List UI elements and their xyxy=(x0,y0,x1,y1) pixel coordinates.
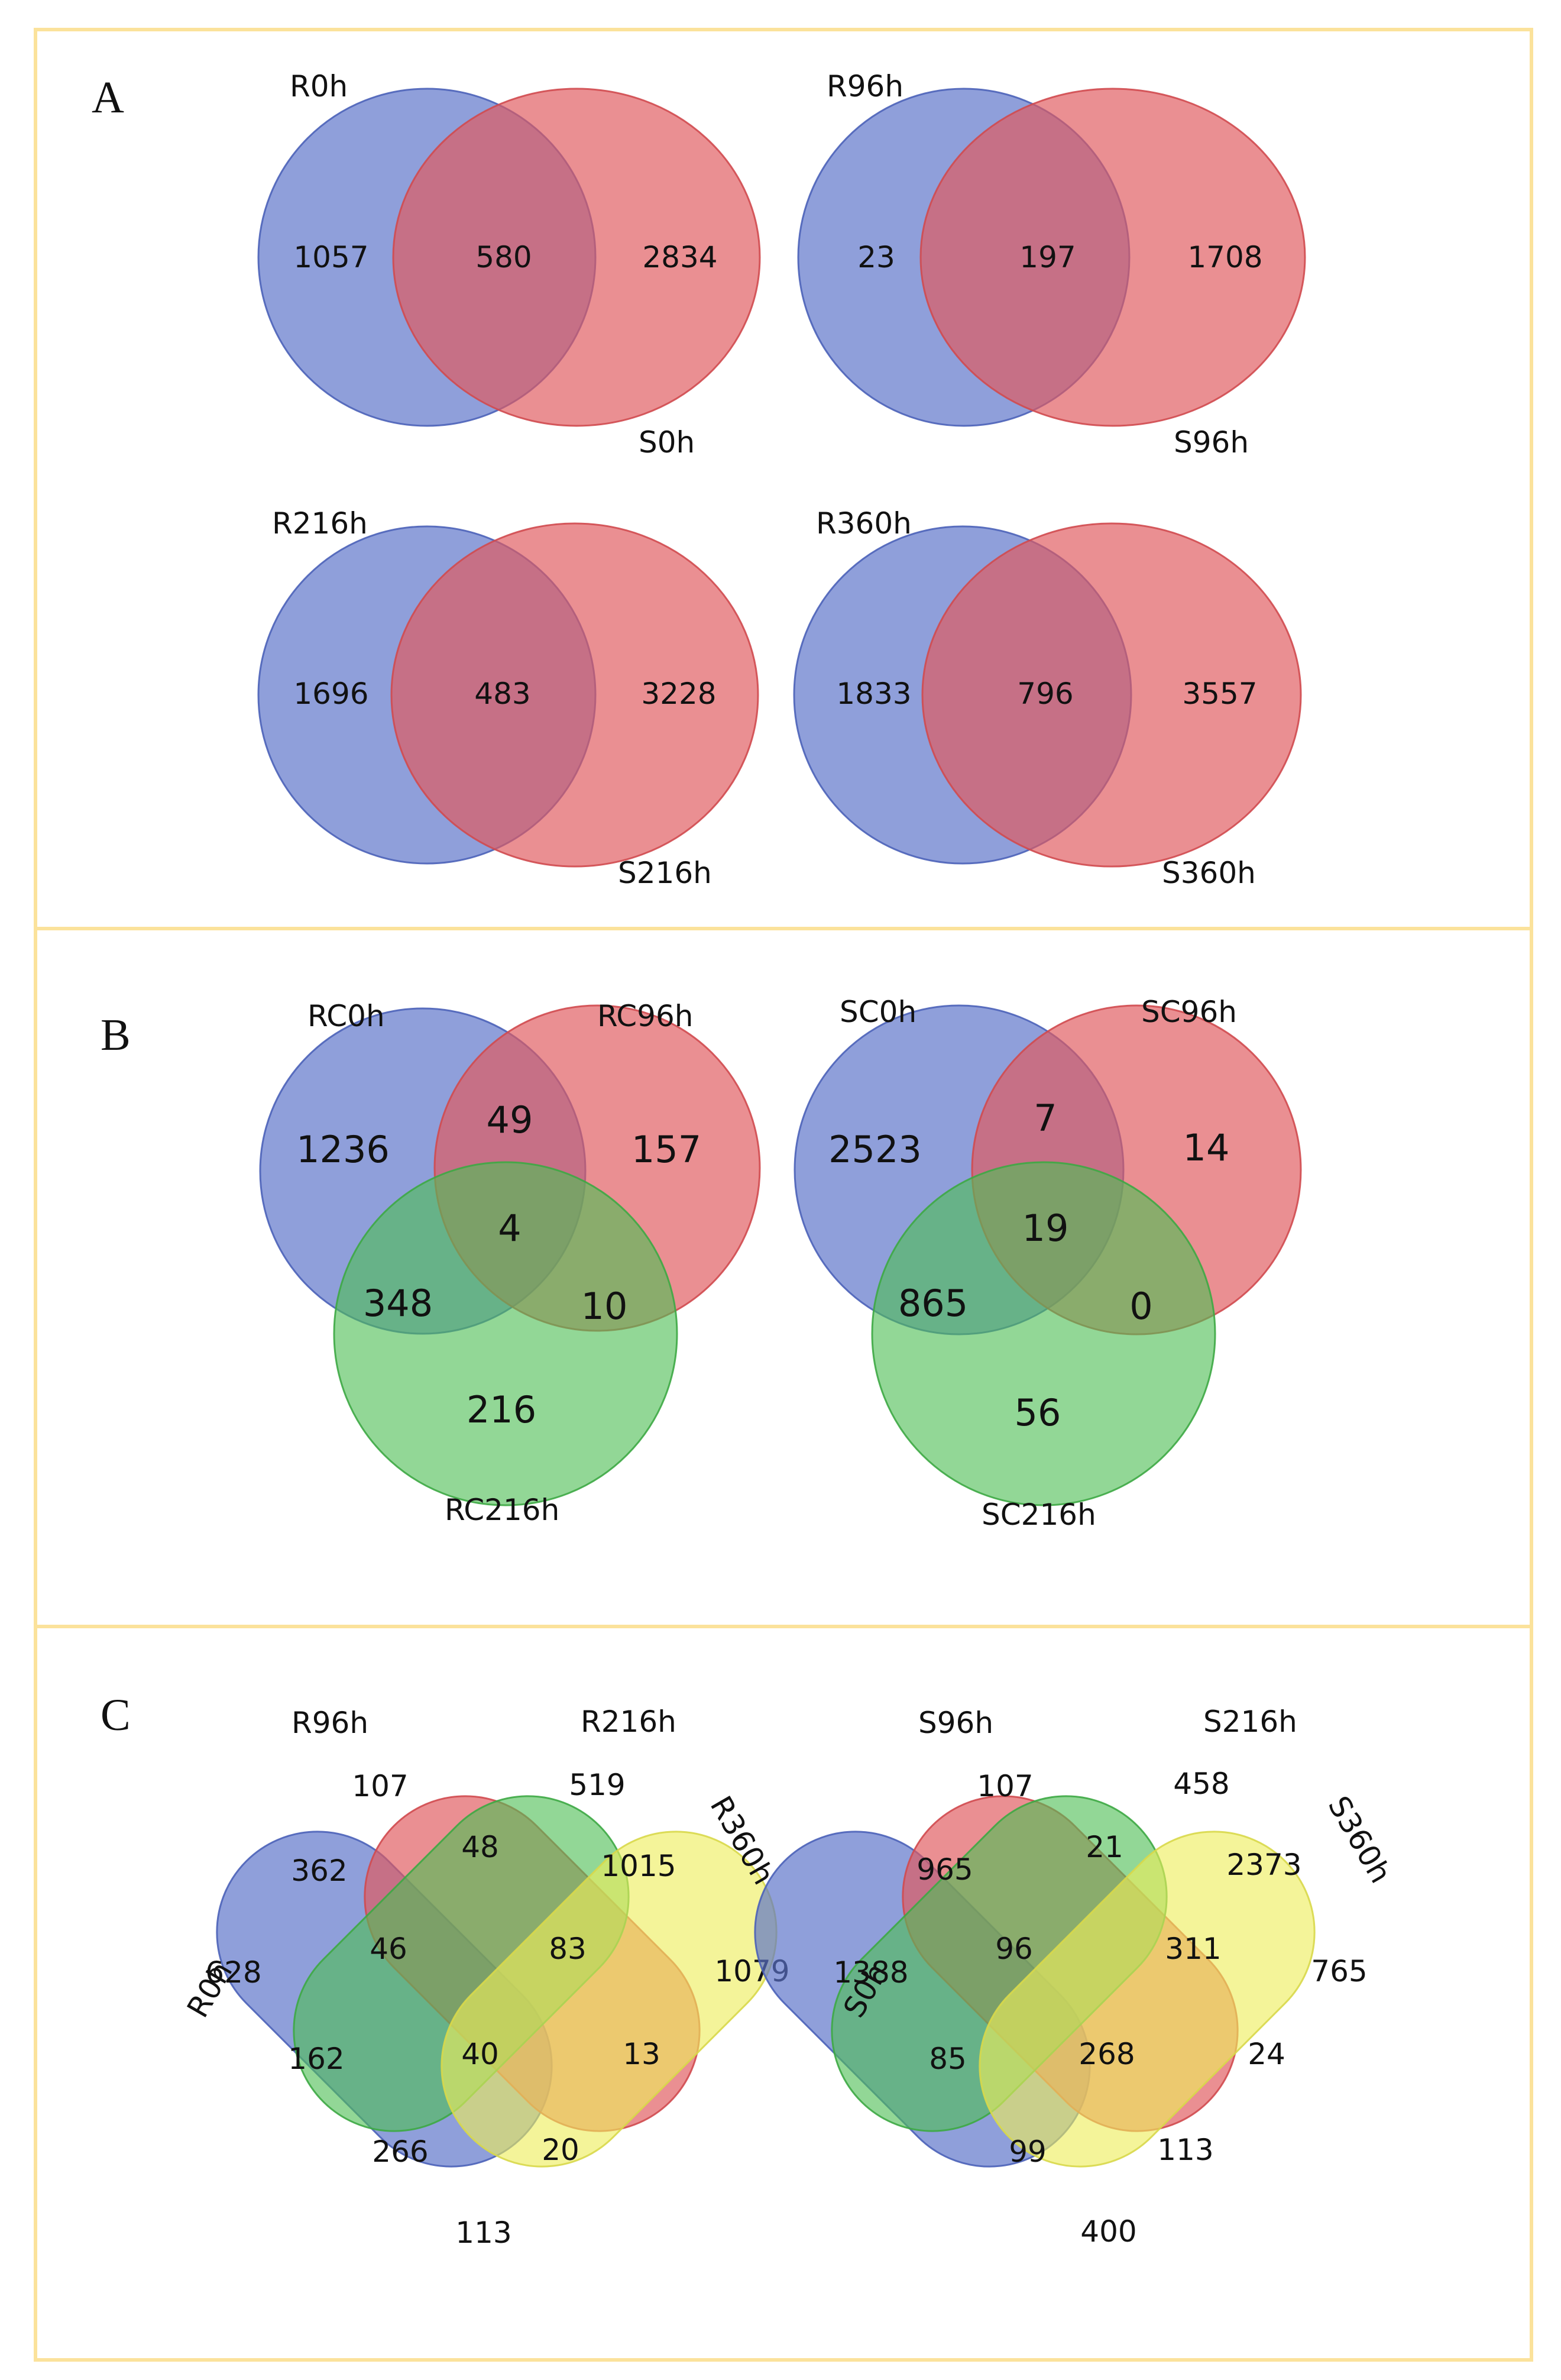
count-set3-set4: 2373 xyxy=(1226,1848,1301,1882)
set-label-left: R216h xyxy=(272,506,368,541)
set-label-right: S96h xyxy=(1174,425,1249,460)
count-set1-set3: 348 xyxy=(363,1282,433,1325)
set-label-left: R96h xyxy=(827,69,903,104)
count-set3-set4: 1015 xyxy=(601,1849,676,1883)
set-shape-4 xyxy=(441,1831,778,2168)
count-set1-set2: 49 xyxy=(487,1098,533,1142)
count-all-four: 40 xyxy=(461,2037,499,2071)
count-set1-set3: 865 xyxy=(898,1282,968,1325)
count-only-3: 216 xyxy=(467,1388,536,1431)
count-only-left: 1833 xyxy=(836,677,911,711)
set-label-2: S96h xyxy=(918,1706,993,1740)
set-label-right: S0h xyxy=(639,425,695,460)
count-only-left: 1696 xyxy=(293,677,368,711)
count-set2-set3: 0 xyxy=(1129,1285,1152,1328)
count-set1-set3: 85 xyxy=(929,2042,967,2076)
count-set1-set2: 7 xyxy=(1034,1097,1057,1140)
set-label-1: SC0h xyxy=(840,995,916,1029)
set-label-3: S216h xyxy=(1203,1705,1297,1739)
count-set2-set3: 21 xyxy=(1086,1830,1123,1864)
panel-letter: A xyxy=(92,73,124,122)
count-only-right: 3228 xyxy=(641,677,716,711)
count-only-3: 519 xyxy=(569,1768,625,1802)
count-only-1: 628 xyxy=(205,1955,261,1990)
count-overlap: 796 xyxy=(1017,677,1073,711)
count-only-right: 2834 xyxy=(642,240,717,274)
set-circle-3 xyxy=(871,1161,1216,1506)
count-all-four: 268 xyxy=(1079,2037,1135,2071)
count-overlap: 197 xyxy=(1019,240,1076,274)
panel-letter: C xyxy=(101,1690,131,1740)
set-label-right: S360h xyxy=(1162,856,1256,890)
count-set1-set4: 113 xyxy=(455,2216,511,2250)
panel-letter: B xyxy=(101,1010,131,1060)
count-set1-set2-set3: 96 xyxy=(995,1932,1033,1966)
count-only-right: 3557 xyxy=(1182,677,1257,711)
panel-b: B RC0h RC96h RC216h 1236 157 216 49 348 … xyxy=(34,927,1533,1628)
count-set2-set3-set4: 311 xyxy=(1165,1932,1221,1966)
count-overlap: 580 xyxy=(475,240,532,274)
count-only-1: 1388 xyxy=(833,1955,908,1990)
count-set2-set3: 48 xyxy=(461,1830,499,1864)
count-set1-set3: 162 xyxy=(288,2042,344,2076)
count-set2-set3-set4: 83 xyxy=(549,1932,587,1966)
count-set1-set2-set3: 46 xyxy=(370,1932,407,1966)
venn-two-set: R360h S360h 1833 796 3557 xyxy=(793,506,1302,890)
set-circle-right xyxy=(921,522,1302,868)
count-only-right: 1708 xyxy=(1187,240,1262,274)
count-only-left: 1057 xyxy=(293,240,368,274)
count-only-4: 765 xyxy=(1311,1954,1367,1988)
count-only-2: 157 xyxy=(631,1128,701,1171)
panel-c: C R0h R96h R216h R360h 628 107 519 1079 … xyxy=(34,1625,1533,2362)
count-set1-set3-set4: 266 xyxy=(372,2135,428,2169)
count-only-1: 2523 xyxy=(828,1128,922,1171)
set-shape-4 xyxy=(979,1831,1316,2168)
venn-two-set: R0h S0h 1057 580 2834 xyxy=(257,69,761,460)
set-label-left: R0h xyxy=(290,69,348,104)
count-set1-set3-set4: 99 xyxy=(1009,2135,1047,2169)
venn-two-set: R96h S96h 23 197 1708 xyxy=(797,69,1306,460)
count-set2-set4: 24 xyxy=(1248,2037,1285,2071)
panel-a: A R0h S0h 1057 580 2834 R96h S96h 23 197… xyxy=(34,28,1533,930)
venn-two-set: R216h S216h 1696 483 3228 xyxy=(257,506,759,890)
count-all-three: 19 xyxy=(1022,1207,1069,1250)
count-set1-set4: 400 xyxy=(1080,2214,1136,2249)
count-set1-set2-set4: 20 xyxy=(542,2133,579,2167)
venn-four-set: S0h S96h S216h S360h 1388 107 458 765 96… xyxy=(754,1705,1398,2249)
set-label-right: S216h xyxy=(618,856,712,890)
count-only-2: 107 xyxy=(977,1769,1033,1803)
count-only-left: 23 xyxy=(857,240,895,274)
count-overlap: 483 xyxy=(474,677,530,711)
count-only-2: 107 xyxy=(352,1769,408,1803)
count-set1-set2: 965 xyxy=(916,1852,973,1887)
set-circle-3 xyxy=(333,1161,678,1506)
set-label-2: RC96h xyxy=(597,999,693,1033)
set-circle-right xyxy=(919,88,1306,427)
count-set1-set2-set4: 113 xyxy=(1157,2133,1213,2167)
count-set1-set2: 362 xyxy=(291,1854,347,1888)
set-circle-right xyxy=(390,522,759,868)
panel-a-frame xyxy=(34,28,1533,930)
set-label-3: SC216h xyxy=(982,1498,1096,1532)
venn-three-set: RC0h RC96h RC216h 1236 157 216 49 348 10… xyxy=(259,999,761,1527)
set-label-2: SC96h xyxy=(1141,995,1237,1029)
count-set2-set4: 13 xyxy=(623,2037,660,2071)
count-only-3: 56 xyxy=(1015,1391,1061,1434)
count-only-3: 458 xyxy=(1173,1767,1229,1801)
venn-three-set: SC0h SC96h SC216h 2523 14 56 7 865 0 19 xyxy=(794,995,1302,1532)
panel-b-frame xyxy=(34,927,1533,1628)
count-all-three: 4 xyxy=(498,1207,521,1250)
set-label-3: RC216h xyxy=(445,1493,559,1527)
set-label-3: R216h xyxy=(581,1705,676,1739)
count-set2-set3: 10 xyxy=(581,1285,628,1328)
set-circle-right xyxy=(392,88,761,427)
count-only-1: 1236 xyxy=(296,1128,390,1171)
set-label-2: R96h xyxy=(292,1706,368,1740)
set-label-1: RC0h xyxy=(307,999,385,1033)
set-label-left: R360h xyxy=(816,506,912,541)
count-only-2: 14 xyxy=(1183,1126,1230,1169)
